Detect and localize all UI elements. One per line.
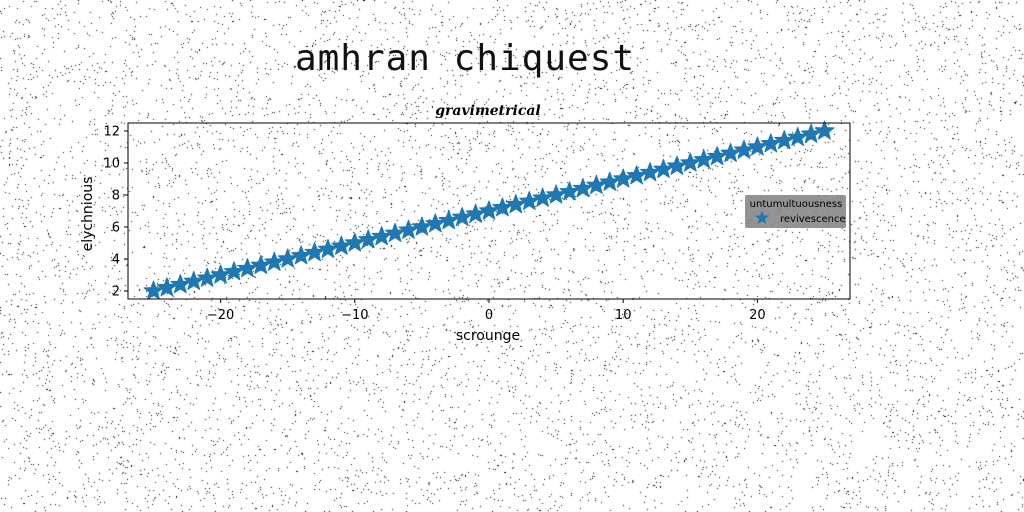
data-point <box>626 165 647 185</box>
data-point <box>304 242 325 262</box>
data-point <box>411 216 432 236</box>
data-point <box>210 264 231 284</box>
data-point <box>425 213 446 233</box>
data-point <box>250 254 271 274</box>
data-point <box>747 136 768 156</box>
data-point <box>814 120 835 140</box>
data-point <box>653 158 674 178</box>
x-axis-label: scrounge <box>456 328 520 344</box>
y-tick-label: 10 <box>103 157 120 172</box>
data-point <box>317 238 338 258</box>
data-point <box>237 258 258 278</box>
data-point <box>801 123 822 143</box>
data-point <box>170 274 191 294</box>
y-axis: 2 4 6 8 10 12 <box>103 125 128 300</box>
y-axis-label: elychnious <box>80 177 96 252</box>
legend: untumultuousness revivescence <box>745 195 846 228</box>
data-point <box>519 190 540 210</box>
legend-marker-revivescence <box>754 210 770 224</box>
data-point <box>438 210 459 230</box>
data-point <box>640 162 661 182</box>
x-tick-label: −10 <box>341 308 368 323</box>
data-point <box>733 139 754 159</box>
data-point <box>693 149 714 169</box>
y-tick-label: 6 <box>112 221 120 236</box>
data-point <box>559 181 580 201</box>
data-point <box>197 267 218 287</box>
x-tick-label: 20 <box>749 308 766 323</box>
legend-box <box>745 195 846 228</box>
data-point <box>613 168 634 188</box>
data-point <box>599 171 620 191</box>
data-point <box>707 146 728 166</box>
y-tick-label: 12 <box>103 125 120 140</box>
data-point <box>452 206 473 226</box>
data-point <box>505 194 526 214</box>
legend-label-revivescence: revivescence <box>780 214 846 225</box>
x-axis: −20 −10 0 10 20 <box>207 299 766 323</box>
data-point <box>680 152 701 172</box>
data-point <box>398 219 419 239</box>
data-point <box>143 280 164 300</box>
data-point <box>720 142 741 162</box>
data-point <box>331 235 352 255</box>
data-point <box>371 226 392 246</box>
x-tick-label: 10 <box>615 308 632 323</box>
data-point <box>532 187 553 207</box>
data-point <box>774 130 795 150</box>
data-point <box>358 229 379 249</box>
data-point <box>586 174 607 194</box>
data-point <box>465 203 486 223</box>
data-point <box>787 126 808 146</box>
data-point <box>224 261 245 281</box>
x-tick-label: −20 <box>207 308 234 323</box>
legend-star <box>754 210 770 224</box>
data-point <box>492 197 513 217</box>
data-point <box>666 155 687 175</box>
chart-title: gravimetrical <box>435 103 541 119</box>
y-tick-label: 2 <box>112 285 120 300</box>
data-point <box>183 270 204 290</box>
data-point <box>760 133 781 153</box>
data-point <box>572 178 593 198</box>
legend-title: untumultuousness <box>750 199 843 210</box>
figure-title: amhran chiquest <box>294 38 636 79</box>
data-point <box>344 232 365 252</box>
data-point <box>264 251 285 271</box>
x-tick-label: 0 <box>485 308 493 323</box>
data-point <box>277 248 298 268</box>
data-point <box>156 277 177 297</box>
data-point <box>478 200 500 220</box>
series-revivescence <box>143 120 835 300</box>
data-point <box>546 184 567 204</box>
data-point <box>385 222 406 242</box>
y-tick-label: 8 <box>112 189 120 204</box>
y-tick-label: 4 <box>112 253 120 268</box>
data-point <box>291 245 312 265</box>
